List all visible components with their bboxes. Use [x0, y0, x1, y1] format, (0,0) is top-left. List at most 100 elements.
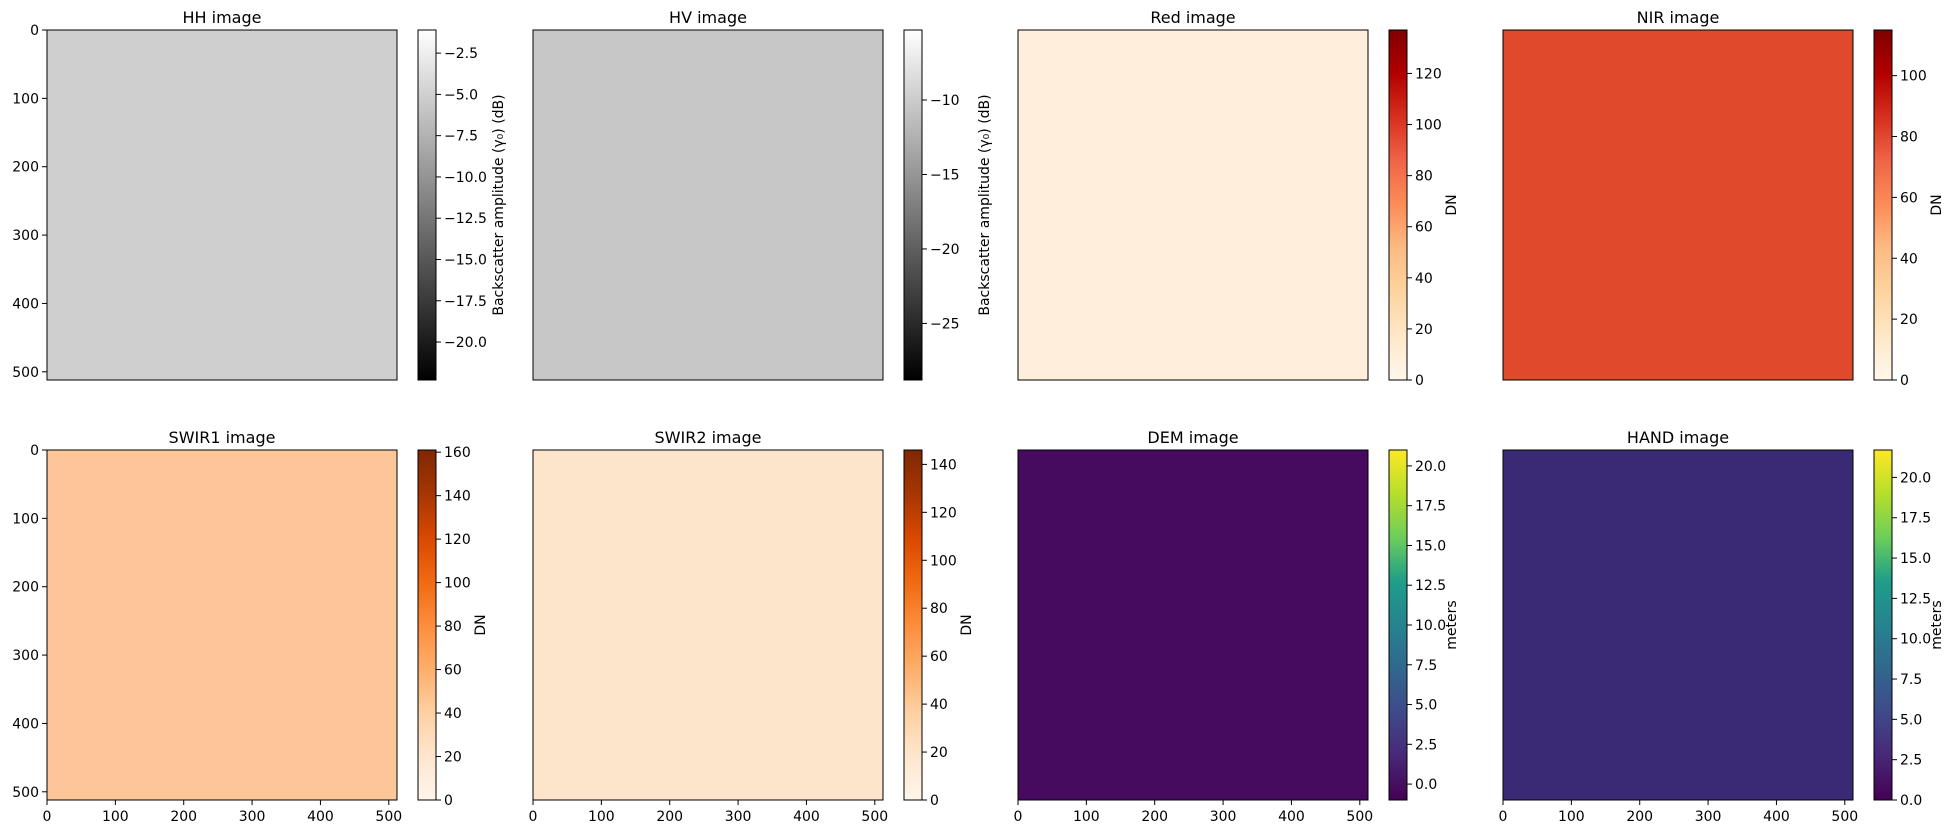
colorbar-tick-label: −12.5 [444, 211, 487, 227]
colorbar-tick-label: 17.5 [1900, 511, 1931, 527]
axes-frame [1017, 29, 1369, 381]
colorbar-tick-label: 0 [930, 793, 939, 809]
colorbar-tick-label: 20.0 [1415, 459, 1446, 475]
colorbar-tick-label: 0 [1415, 373, 1424, 389]
colorbar-tick-label: 2.5 [1900, 753, 1922, 769]
colorbar-tick-label: 60 [444, 663, 462, 679]
colorbar-tick-label: 5.0 [1415, 698, 1437, 714]
panel-title: Red image [1150, 8, 1235, 27]
colorbar-tick-label: 10.0 [1900, 632, 1931, 648]
y-tick-label: 200 [12, 160, 39, 176]
y-tick-label: 500 [12, 365, 39, 381]
y-tick-label: 0 [30, 23, 39, 39]
x-tick-label: 500 [1346, 809, 1373, 825]
colorbar-tick-label: 140 [930, 457, 957, 473]
colorbar [1873, 29, 1893, 381]
panel-title: HAND image [1627, 428, 1729, 447]
colorbar-tick-label: 20 [444, 750, 462, 766]
panel-title: HH image [183, 8, 262, 27]
colorbar-label: meters [1929, 600, 1945, 649]
colorbar-tick-label: −20.0 [444, 335, 487, 351]
image-area [1503, 30, 1853, 380]
x-tick-label: 200 [170, 809, 197, 825]
x-tick-label: 400 [1278, 809, 1305, 825]
colorbar-tick-label: 0.0 [1415, 777, 1437, 793]
swir2-image-panel: SWIR2 image 0 100 200 300 400 500 0 20 40 60 80 100 1… [529, 428, 975, 825]
colorbar-tick-label: 60 [1415, 220, 1433, 236]
colorbar-label: Backscatter amplitude (γ₀) (dB) [977, 94, 993, 315]
colorbar-tick-label: 60 [1900, 190, 1918, 206]
image-area [1018, 450, 1368, 800]
colorbar-tick-label: −15.0 [444, 252, 487, 268]
image-area [533, 30, 883, 380]
colorbar-tick-label: −25 [930, 316, 960, 332]
axes-frame [46, 29, 398, 381]
colorbar-tick-label: 40 [1415, 271, 1433, 287]
x-tick-label: 300 [1695, 809, 1722, 825]
nir-image-panel: NIR image 0 20 40 60 80 100 DN [1502, 8, 1945, 389]
colorbar-label: DN [1444, 194, 1460, 215]
x-tick-label: 300 [239, 809, 266, 825]
colorbar-tick-label: 0.0 [1900, 793, 1922, 809]
y-tick-label: 500 [12, 785, 39, 801]
colorbar-tick-label: −5.0 [444, 87, 478, 103]
panel-title: DEM image [1147, 428, 1238, 447]
colorbar-tick-label: 2.5 [1415, 737, 1437, 753]
x-tick-label: 300 [725, 809, 752, 825]
colorbar-tick-label: 120 [444, 532, 471, 548]
x-tick-label: 0 [529, 809, 538, 825]
colorbar-tick-label: −20 [930, 242, 960, 258]
colorbar-tick-label: 0 [1900, 373, 1909, 389]
colorbar-tick-label: 40 [930, 697, 948, 713]
colorbar-tick-label: 20 [1415, 322, 1433, 338]
colorbar-tick-label: 0 [444, 793, 453, 809]
colorbar-label: DN [473, 614, 489, 635]
panel-title: SWIR1 image [169, 428, 276, 447]
image-area [1018, 30, 1368, 380]
hand-image-panel: HAND image 0 100 200 300 400 500 0.0 2.5 5.0 7.5 10… [1499, 428, 1945, 825]
axes-frame [1017, 449, 1369, 801]
y-tick-label: 100 [12, 91, 39, 107]
x-tick-label: 100 [1073, 809, 1100, 825]
colorbar-tick-label: 100 [1900, 69, 1927, 85]
colorbar-label: DN [1929, 194, 1945, 215]
x-tick-label: 400 [307, 809, 334, 825]
y-tick-label: 200 [12, 580, 39, 596]
y-tick-label: 300 [12, 648, 39, 664]
x-tick-label: 400 [793, 809, 820, 825]
axes-frame [1502, 449, 1854, 801]
y-tick-label: 400 [12, 716, 39, 732]
colorbar [417, 29, 437, 381]
colorbar-tick-label: 100 [930, 553, 957, 569]
colorbar-tick-label: 40 [1900, 251, 1918, 267]
colorbar-tick-label: 160 [444, 445, 471, 461]
image-area [533, 450, 883, 800]
colorbar-tick-label: 100 [444, 576, 471, 592]
x-tick-label: 200 [1626, 809, 1653, 825]
y-tick-label: 100 [12, 511, 39, 527]
x-tick-label: 500 [375, 809, 402, 825]
axes-frame [1502, 29, 1854, 381]
colorbar-tick-label: 100 [1415, 118, 1442, 134]
colorbar-tick-label: 80 [1415, 169, 1433, 185]
x-tick-label: 300 [1210, 809, 1237, 825]
colorbar-tick-label: 5.0 [1900, 712, 1922, 728]
x-tick-label: 200 [656, 809, 683, 825]
colorbar-tick-label: 17.5 [1415, 499, 1446, 515]
colorbar-tick-label: 120 [930, 505, 957, 521]
image-area [47, 450, 397, 800]
axes-frame [46, 449, 398, 801]
y-tick-label: 300 [12, 228, 39, 244]
colorbar [1388, 449, 1408, 801]
hh-image-panel: HH image 0 100 200 300 400 500 −2.5 −5.0 −7.5 −10.… [12, 8, 507, 381]
x-tick-label: 200 [1141, 809, 1168, 825]
x-tick-label: 100 [1558, 809, 1585, 825]
colorbar [1388, 29, 1408, 381]
x-tick-label: 500 [861, 809, 888, 825]
panel-title: SWIR2 image [655, 428, 762, 447]
colorbar-tick-label: 7.5 [1415, 658, 1437, 674]
colorbar [903, 449, 923, 801]
colorbar-tick-label: 15.0 [1900, 551, 1931, 567]
